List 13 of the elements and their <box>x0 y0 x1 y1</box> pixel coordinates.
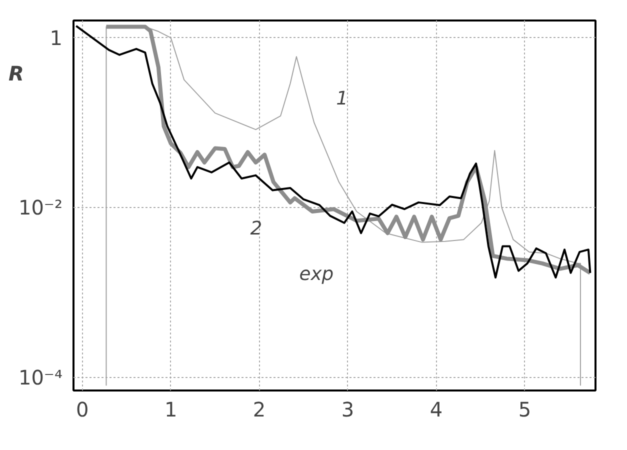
x-tick-label: 1 <box>164 398 178 422</box>
x-tick-label: 2 <box>252 398 266 422</box>
x-tick-label: 3 <box>341 398 354 422</box>
series-label: 1 <box>336 88 348 110</box>
text: exp <box>299 264 334 285</box>
y-tick-label: 10⁻⁴ <box>18 365 63 390</box>
y-tick-label: 1 <box>50 26 63 50</box>
y-tick-label: 10⁻² <box>18 196 63 220</box>
y-axis-title: R <box>8 62 24 86</box>
x-tick-label: 0 <box>76 398 89 422</box>
series-label: 2 <box>250 218 262 240</box>
x-tick-label: 5 <box>518 398 532 422</box>
x-tick-label: 4 <box>430 398 443 422</box>
